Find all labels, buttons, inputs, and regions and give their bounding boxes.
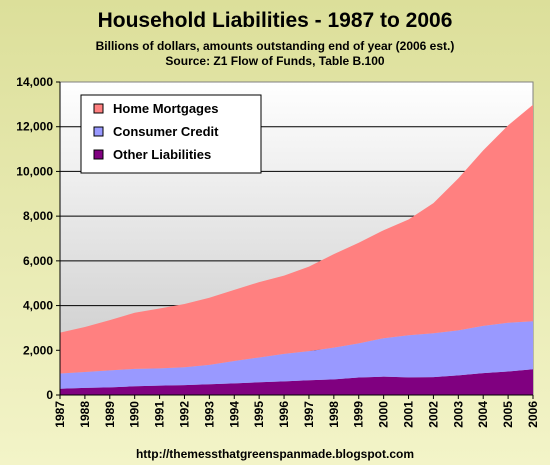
x-tick-label: 1997 [302,401,316,428]
x-tick-label: 2002 [426,401,440,428]
y-tick-label: 0 [46,388,53,402]
legend-label-home-mortgages: Home Mortgages [113,101,218,116]
x-tick-label: 1994 [227,401,241,428]
footer-url: http://themessthatgreenspanmade.blogspot… [136,447,414,461]
legend-label-consumer-credit: Consumer Credit [113,124,219,139]
x-axis-ticks: 1987 1988 1989 1990 1991 1992 1993 1994 1995 1996… [53,395,540,428]
x-tick-label: 1992 [177,401,191,428]
y-tick-label: 14,000 [16,75,53,89]
chart-subtitle-1: Billions of dollars, amounts outstanding… [96,39,455,53]
x-tick-label: 2000 [377,401,391,428]
legend-label-other-liabilities: Other Liabilities [113,147,211,162]
legend-swatch-home-mortgages [93,103,104,114]
legend-swatch-consumer-credit [93,126,104,137]
legend-box [80,94,262,174]
y-tick-label: 4,000 [23,299,53,313]
chart-title: Household Liabilities - 1987 to 2006 [98,9,453,32]
x-tick-label: 1987 [53,401,67,428]
x-tick-label: 1999 [352,401,366,428]
x-tick-label: 2004 [476,401,490,428]
axes [59,82,533,396]
x-tick-label: 1998 [327,401,341,428]
x-tick-label: 2003 [451,401,465,428]
x-tick-label: 1993 [202,401,216,428]
area-other-liabilities [60,369,533,395]
area-home-mortgages [60,104,533,374]
legend: Home Mortgages Consumer Credit Other Liabi… [80,94,262,174]
x-tick-label: 2006 [526,401,540,428]
y-tick-label: 2,000 [23,343,53,357]
y-tick-label: 6,000 [23,254,53,268]
area-series [60,104,533,395]
y-axis-ticks: 0 2,000 4,000 6,000 8,000 10,000 12,000 14,000 [16,75,60,402]
area-consumer-credit [60,321,533,389]
x-tick-label: 1988 [78,401,92,428]
y-tick-label: 8,000 [23,209,53,223]
y-tick-label: 12,000 [16,120,53,134]
x-tick-label: 2005 [501,401,515,428]
x-tick-label: 1995 [252,401,266,428]
x-tick-label: 2001 [402,401,416,428]
y-tick-label: 10,000 [16,164,53,178]
x-tick-label: 1990 [128,401,142,428]
x-tick-label: 1991 [153,401,167,428]
x-tick-label: 1996 [277,401,291,428]
x-tick-label: 1989 [103,401,117,428]
chart-subtitle-2: Source: Z1 Flow of Funds, Table B.100 [165,54,384,68]
legend-swatch-other-liabilities [93,149,104,160]
